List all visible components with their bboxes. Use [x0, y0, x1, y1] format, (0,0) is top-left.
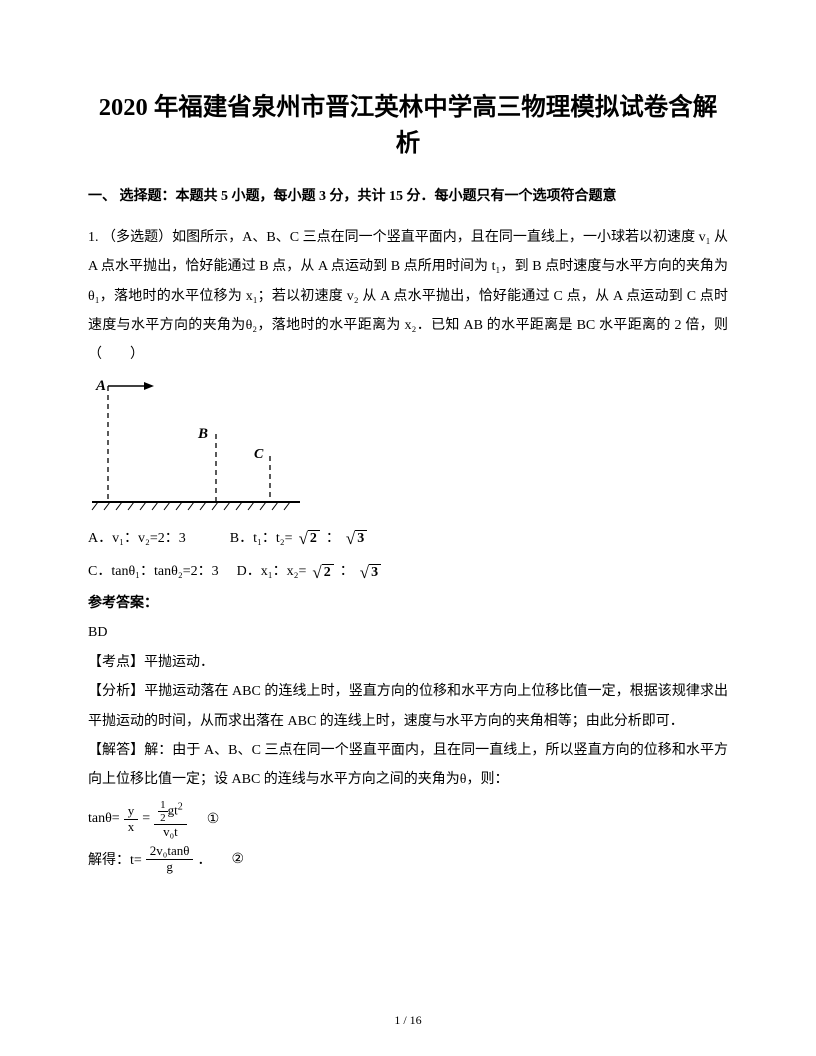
jieda-block: 【解答】解：由于 A、B、C 三点在同一个竖直平面内，且在同一直线上，所以竖直方… — [88, 736, 728, 795]
sqrt-icon: √3 — [360, 564, 381, 581]
question-1-text: 1. （多选题）如图所示，A、B、C 三点在同一个竖直平面内，且在同一直线上，一… — [88, 223, 728, 370]
page-number: 1 / 16 — [0, 1013, 816, 1028]
fraction-t: 2v₀tanθ g — [146, 844, 194, 875]
kaodian-label: 【考点】 — [88, 655, 144, 670]
label-a: A — [95, 378, 106, 394]
option-c: C．tanθ₁：tanθ₂=2：3 — [88, 555, 219, 589]
label-c: C — [254, 447, 264, 462]
fraction-yx: y x — [124, 804, 139, 835]
eq1-eq: = — [142, 811, 150, 827]
arrow-head-icon — [144, 382, 154, 390]
option-d-mid: ： — [340, 555, 354, 589]
answer-value: BD — [88, 618, 728, 647]
fenxi-block: 【分析】平抛运动落在 ABC 的连线上时，竖直方向的位移和水平方向上位移比值一定… — [88, 677, 728, 736]
section-heading: 一、 选择题：本题共 5 小题，每小题 3 分，共计 15 分．每小题只有一个选… — [88, 185, 728, 209]
option-a: A．v₁：v₂=2：3 — [88, 522, 186, 556]
eq2-lhs: 解得：t= — [88, 849, 142, 869]
jieda-text: 解：由于 A、B、C 三点在同一个竖直平面内，且在同一直线上，所以竖直方向的位移… — [88, 743, 728, 787]
question-1-figure: A B C — [88, 376, 728, 512]
eq2-tail: ． — [197, 849, 211, 869]
fraction-main: 1 2 gt2 v₀t — [154, 799, 187, 840]
projectile-diagram: A B C — [88, 376, 304, 512]
eq1-marker: ① — [207, 811, 220, 828]
option-b-pre: B．t₁：t₂= — [230, 522, 293, 556]
reference-answer-label: 参考答案： — [88, 589, 728, 618]
option-b-mid: ： — [326, 522, 340, 556]
document-title: 2020 年福建省泉州市晋江英林中学高三物理模拟试卷含解析 — [88, 90, 728, 161]
eq1-lhs: tanθ= — [88, 811, 120, 827]
option-d-pre: D．x₁：x₂= — [237, 555, 307, 589]
kaodian-line: 【考点】平抛运动． — [88, 648, 728, 677]
question-prefix: 1. — [88, 230, 99, 245]
eq2-marker: ② — [231, 851, 244, 868]
inner-fraction: 1 2 — [158, 799, 168, 824]
options-line-1: A．v₁：v₂=2：3 B．t₁：t₂= √2 ： √3 — [88, 522, 728, 556]
label-b: B — [197, 426, 208, 442]
equation-1: tanθ= y x = 1 2 gt2 v₀t ① — [88, 799, 728, 840]
jieda-label: 【解答】 — [88, 743, 144, 758]
kaodian-text: 平抛运动． — [144, 655, 214, 670]
sqrt-icon: √2 — [312, 564, 333, 581]
fenxi-label: 【分析】 — [88, 684, 144, 699]
fenxi-text: 平抛运动落在 ABC 的连线上时，竖直方向的位移和水平方向上位移比值一定，根据该… — [88, 684, 728, 728]
sqrt-icon: √3 — [346, 530, 367, 547]
options-line-2: C．tanθ₁：tanθ₂=2：3 D．x₁：x₂= √2 ： √3 — [88, 555, 728, 589]
equation-2: 解得：t= 2v₀tanθ g ． ② — [88, 844, 728, 875]
sqrt-icon: √2 — [299, 530, 320, 547]
question-body: （多选题）如图所示，A、B、C 三点在同一个竖直平面内，且在同一直线上，一小球若… — [88, 230, 728, 363]
